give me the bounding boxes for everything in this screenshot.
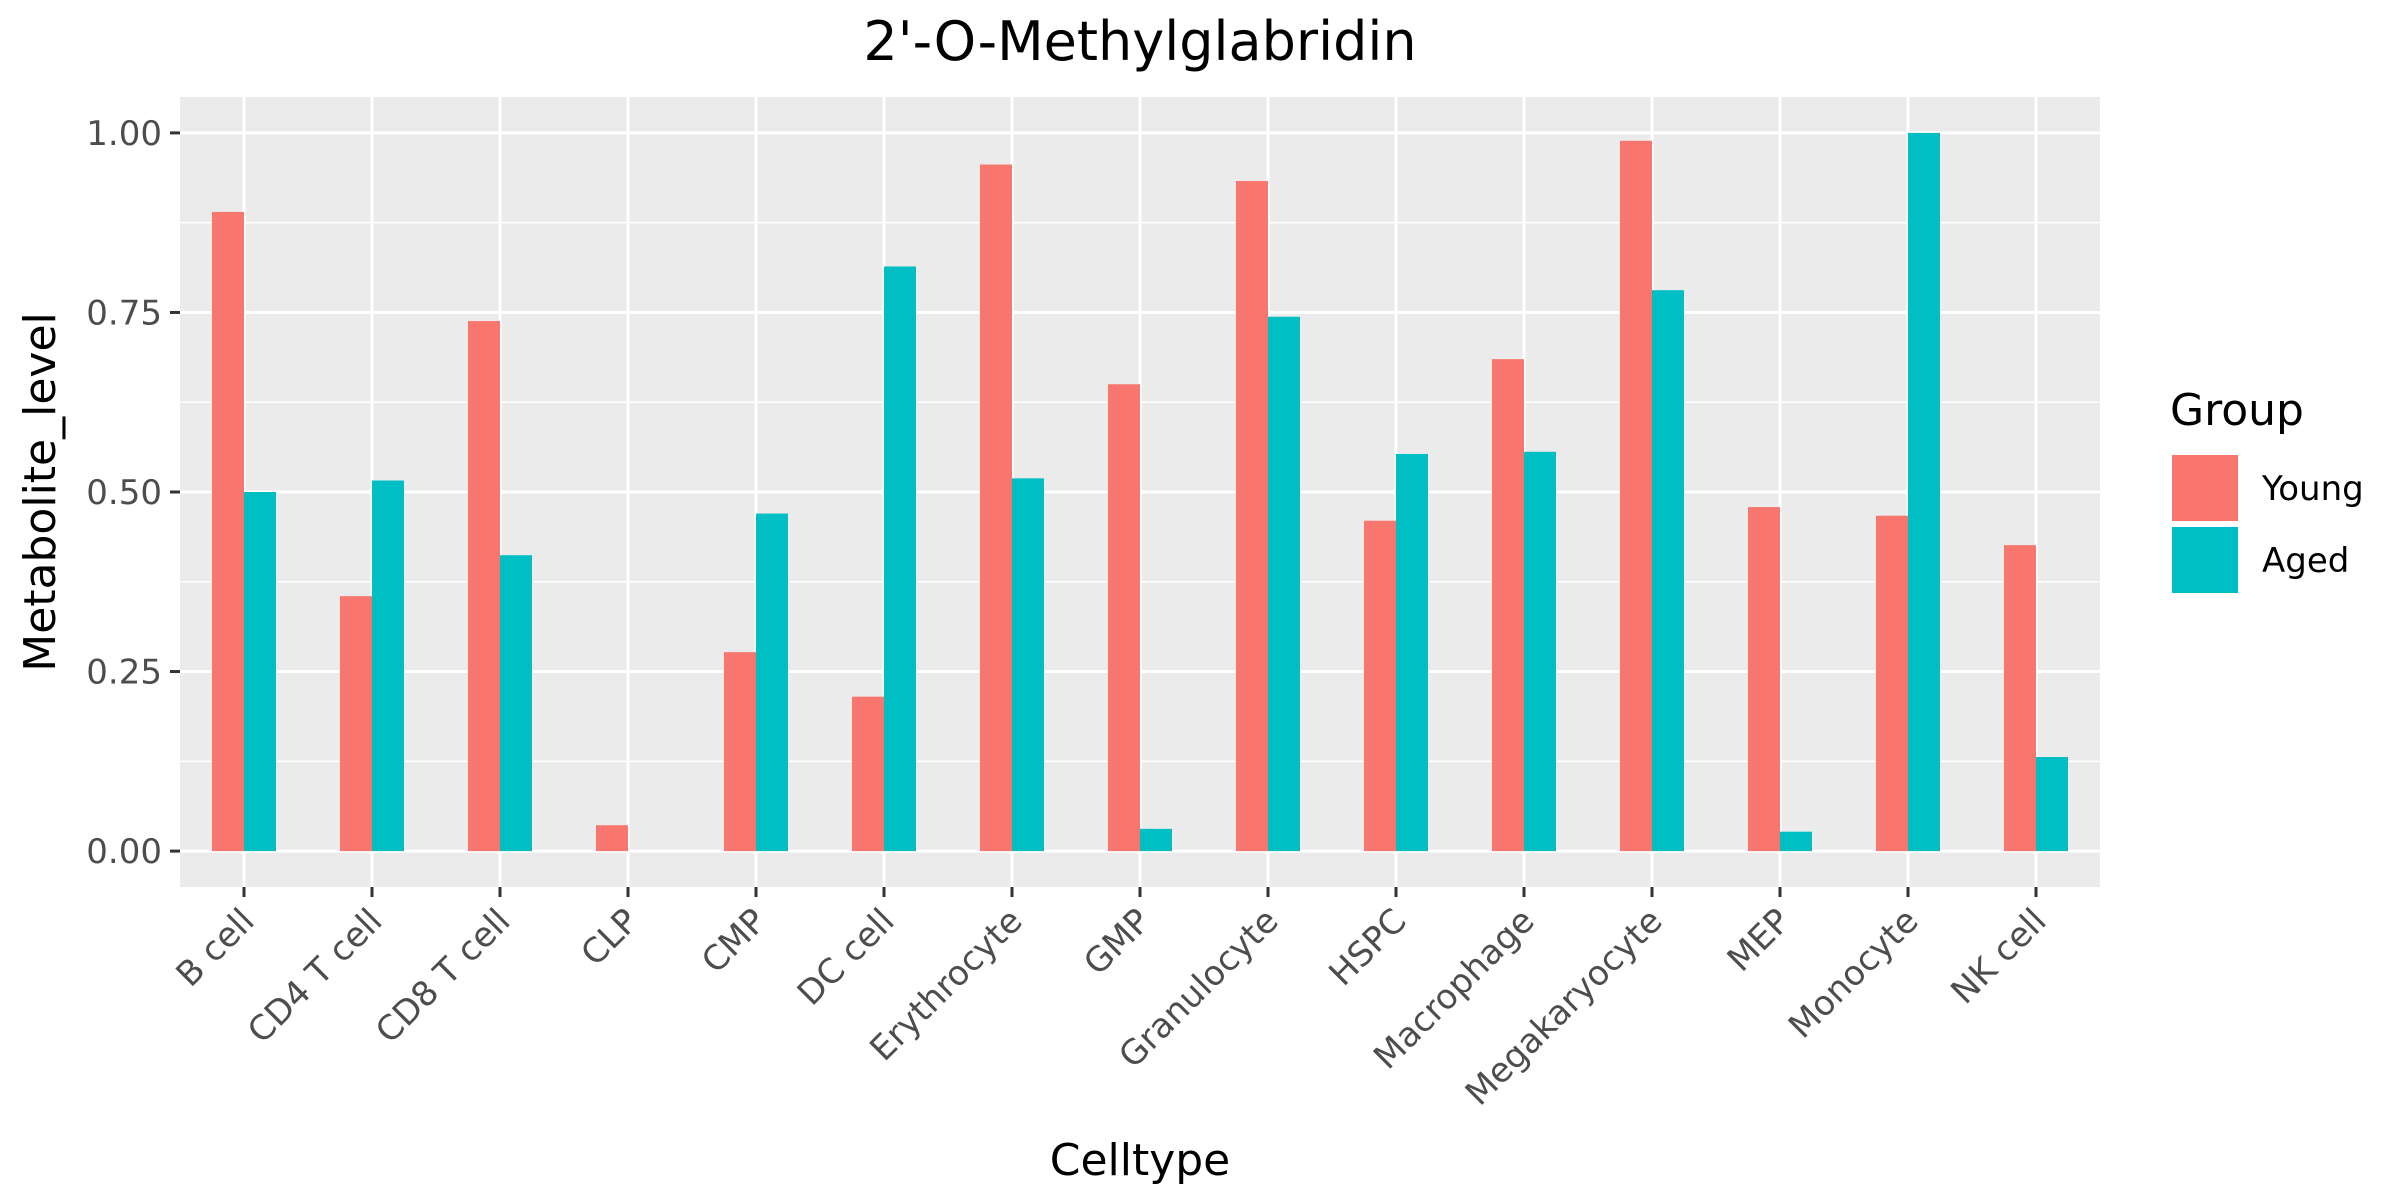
bar-young [468, 321, 500, 852]
x-tick-label: Monocyte [1781, 901, 1926, 1046]
x-tick-label: CD8 T cell [368, 901, 518, 1051]
x-tick-label: CD4 T cell [240, 901, 390, 1051]
x-tick-label: DC cell [790, 901, 903, 1014]
bar-young [212, 211, 244, 852]
bar-aged [2036, 757, 2068, 852]
bar-aged [1268, 316, 1300, 852]
bar-aged [1524, 451, 1556, 852]
bar-young [1236, 181, 1268, 852]
bar-young [1108, 384, 1140, 852]
bar-young [596, 825, 628, 852]
y-axis-title: Metabolite_level [15, 312, 66, 672]
bar-young [1620, 140, 1652, 852]
chart-title: 2'-O-Methylglabridin [863, 10, 1416, 73]
x-tick-label: MEP [1720, 901, 1799, 980]
x-tick-label: NK cell [1943, 901, 2054, 1012]
bar-aged [1652, 290, 1684, 852]
bar-young [980, 164, 1012, 852]
bar-aged [884, 266, 916, 852]
bar-young [340, 596, 372, 852]
y-tick-label: 0.75 [86, 293, 162, 333]
y-tick-label: 0.50 [86, 473, 162, 513]
y-tick-label: 0.25 [86, 653, 162, 693]
bar-aged [372, 480, 404, 852]
bar-aged [1012, 478, 1044, 852]
y-tick-label: 0.00 [86, 832, 162, 872]
bar-aged [1140, 828, 1172, 852]
legend-label-young: Young [2261, 469, 2364, 509]
bar-young [1364, 520, 1396, 852]
legend-key-young [2172, 455, 2238, 521]
legend-title: Group [2170, 385, 2304, 436]
bar-aged [756, 513, 788, 852]
x-tick-label: CMP [694, 901, 774, 981]
x-tick-label: CLP [573, 901, 646, 974]
bar-aged [1396, 453, 1428, 852]
legend-label-aged: Aged [2262, 541, 2349, 581]
legend: Group Young Aged [2170, 385, 2364, 593]
y-axis: 0.00 0.25 0.50 0.75 1.00 [86, 114, 180, 872]
x-tick-label: B cell [169, 901, 263, 995]
bar-aged [500, 555, 532, 852]
bar-aged [1780, 831, 1812, 852]
bar-aged [1908, 132, 1940, 852]
legend-key-aged [2172, 527, 2238, 593]
bar-young [2004, 545, 2036, 852]
y-tick-label: 1.00 [86, 114, 162, 154]
bar-young [1876, 515, 1908, 852]
bar-young [1748, 507, 1780, 852]
x-tick-label: GMP [1076, 901, 1158, 983]
bar-young [724, 652, 756, 852]
bars [212, 132, 2068, 852]
bar-young [852, 696, 884, 852]
x-tick-label: HSPC [1321, 901, 1414, 994]
x-axis-title: Celltype [1050, 1135, 1231, 1186]
bar-young [1492, 359, 1524, 852]
bar-aged [244, 492, 276, 852]
